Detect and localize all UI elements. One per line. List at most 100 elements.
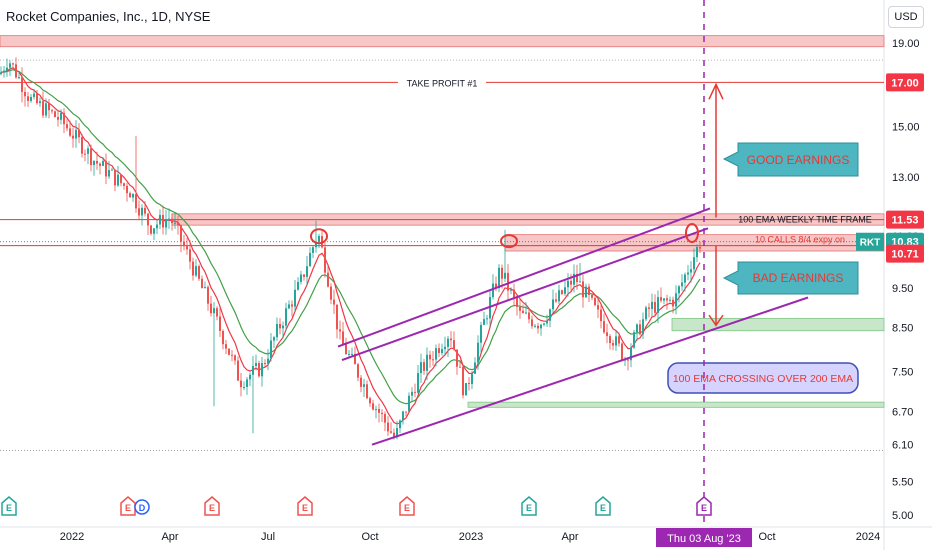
candle-body [147,213,149,226]
candle [294,280,296,312]
candle-body [294,289,296,307]
candle-body [474,362,476,374]
candle [642,312,644,339]
candle-body [42,101,44,116]
candle-body [684,274,686,283]
candle [204,281,206,289]
candle [525,302,527,315]
candle [501,264,503,289]
candle [78,123,80,144]
candle [441,343,443,356]
event-marker-label: E [302,503,308,513]
candle-body [516,297,518,307]
earnings-marker[interactable]: E [204,496,220,516]
candle-body [645,307,647,320]
candle-body [651,301,653,309]
candle-body [666,298,668,301]
candle [615,330,617,352]
candle-body [129,193,131,198]
candle-body [132,193,134,198]
candle [426,347,428,381]
candle [390,422,392,434]
candle-body [483,319,485,325]
candle [408,392,410,412]
candle [678,284,680,303]
candle-body [192,261,194,276]
channel-mid-line [341,227,709,361]
event-marker-label: E [209,503,215,513]
candle-body [588,286,590,296]
candle [648,303,650,318]
candle-body [18,77,20,79]
earnings-marker[interactable]: E [120,496,136,516]
candle-body [123,183,125,186]
candle [486,314,488,325]
earnings-marker[interactable]: E [399,496,415,516]
candle [519,298,521,319]
earnings-marker[interactable]: E [297,496,313,516]
candle-body [111,169,113,171]
candle [510,287,512,295]
earnings-marker-icon [696,496,712,516]
candle [537,322,539,334]
candle-body [243,386,245,388]
candle [72,127,74,148]
candle [324,242,326,278]
candle-body [441,349,443,354]
candle-body [282,325,284,329]
earnings-marker[interactable]: E [521,496,537,516]
candle-body [543,323,545,325]
candle [129,191,131,198]
earnings-marker[interactable]: E [696,496,712,516]
currency-button[interactable]: USD [888,6,924,28]
candle [162,205,164,235]
candle-body [30,96,32,101]
candle-body [573,273,575,285]
candle-body [105,160,107,177]
take-profit-tag-bg [886,73,924,92]
candle-body [549,309,551,321]
candle-body [219,316,221,331]
candle [585,283,587,298]
calls-level-tag: 10.71 [891,249,919,261]
candle-body [339,329,341,332]
candle-body [48,103,50,111]
candle [381,409,383,422]
candle-body [609,336,611,344]
candle-body [264,363,266,365]
earnings-marker[interactable]: E [1,496,17,516]
candle-body [171,218,173,224]
y-tick-label: 5.00 [892,510,913,522]
ema-cross-box [667,362,859,394]
candle [267,349,269,371]
candle-body [276,323,278,338]
candle [456,349,458,375]
candle [96,151,98,170]
candle [330,283,332,305]
candle-body [453,340,455,350]
candle [3,65,5,78]
candle-body [360,377,362,387]
candle-body [525,312,527,314]
earnings-marker[interactable]: D [134,499,150,515]
candle [174,213,176,229]
candle-body [699,246,701,249]
candle-body [558,290,560,302]
candle [270,333,272,362]
good-earnings-label: GOOD EARNINGS [747,153,850,167]
candle [339,320,341,340]
candle [186,237,188,255]
candle [264,359,266,368]
candle-body [21,77,23,92]
candle-body [117,174,119,186]
candle-body [261,363,263,377]
candle-body [309,252,311,267]
candle-body [471,373,473,384]
candle [93,160,95,176]
candle-body [672,299,674,307]
candle-body [498,267,500,289]
earnings-marker[interactable]: E [595,496,611,516]
candle [369,396,371,407]
candle-body [603,321,605,333]
